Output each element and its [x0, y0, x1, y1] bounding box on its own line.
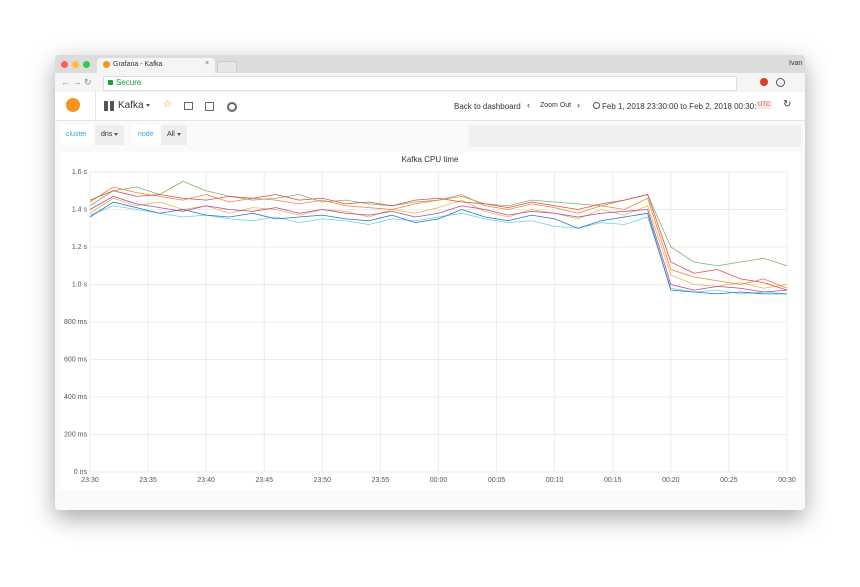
x-tick-label: 00:15	[604, 477, 622, 484]
series-line	[89, 186, 788, 289]
variable-label-box	[60, 125, 92, 145]
extension-icon[interactable]	[776, 78, 785, 87]
nav-buttons[interactable]: ← → ↻	[61, 77, 92, 87]
back-to-dashboard[interactable]: Back to dashboard	[454, 102, 521, 111]
minimize-button[interactable]	[72, 61, 79, 68]
grafana-logo[interactable]	[66, 98, 80, 112]
secure-label: Secure	[116, 78, 142, 87]
user-name: Ivan	[789, 60, 803, 67]
graph-panel: Kafka CPU time 0 ns 200 ms 400 ms 600 ms 800…	[60, 152, 800, 490]
series-line	[89, 195, 788, 293]
variable-value: All	[167, 131, 175, 138]
star-button[interactable]: ☆	[163, 99, 172, 110]
clock-icon	[593, 102, 600, 109]
y-tick-label: 400 ms	[64, 394, 87, 401]
variable-label-box	[132, 125, 160, 145]
x-tick-label: 00:30	[778, 477, 796, 484]
browser-window: Grafana - Kafka × Ivan ← → ↻ Secure Kafk…	[55, 55, 805, 510]
tab[interactable]	[97, 58, 215, 73]
tab-close[interactable]: ×	[205, 60, 210, 67]
dashboard-title[interactable]: Kafka	[118, 100, 150, 111]
series-line	[89, 190, 788, 291]
dashboard-icon	[104, 101, 114, 111]
variables-fill	[469, 125, 801, 147]
settings-button[interactable]	[227, 102, 237, 112]
x-tick-label: 23:50	[314, 477, 332, 484]
panel-title: Kafka CPU time	[402, 155, 459, 164]
x-tick-label: 23:40	[197, 477, 215, 484]
refresh-button[interactable]: ↻	[783, 99, 792, 110]
x-tick-label: 23:45	[255, 477, 273, 484]
x-tick-label: 23:30	[81, 477, 99, 484]
lock-icon	[108, 80, 113, 85]
time-range[interactable]: Feb 1, 2018 23:30:00 to Feb 2, 2018 00:3…	[602, 102, 766, 111]
divider	[95, 92, 96, 120]
x-tick-label: 00:10	[546, 477, 564, 484]
variable-label: node	[138, 131, 154, 138]
url-field[interactable]	[103, 76, 737, 91]
variable-label: cluster	[66, 131, 87, 138]
timezone: UTC	[756, 101, 773, 109]
variable-select[interactable]: All	[161, 125, 187, 145]
new-tab[interactable]	[217, 61, 237, 72]
zoom-prev[interactable]: ‹	[527, 100, 530, 110]
x-tick-label: 00:20	[662, 477, 680, 484]
x-tick-label: 00:00	[430, 477, 448, 484]
maximize-button[interactable]	[83, 61, 90, 68]
tab-title: Grafana - Kafka	[113, 61, 163, 68]
y-tick-label: 1.4 s	[72, 206, 88, 213]
y-tick-label: 1.6 s	[72, 169, 88, 176]
zoom-out[interactable]: Zoom Out	[540, 102, 572, 109]
close-button[interactable]	[61, 61, 68, 68]
series-line	[89, 201, 787, 295]
y-tick-label: 200 ms	[64, 431, 87, 438]
y-tick-label: 1.2 s	[72, 244, 88, 251]
panel-background	[60, 152, 800, 490]
x-tick-label: 00:05	[488, 477, 506, 484]
tab-bar	[55, 55, 805, 73]
grafana-navbar	[55, 92, 805, 121]
tab-icon	[103, 61, 110, 68]
dashboard-name: Kafka	[118, 100, 144, 111]
save-button[interactable]	[205, 102, 214, 111]
x-tick-label: 23:35	[139, 477, 157, 484]
y-tick-label: 1.0 s	[72, 281, 88, 288]
y-tick-label: 0 ns	[74, 469, 88, 476]
extension-icon[interactable]	[760, 78, 768, 86]
x-tick-label: 23:55	[372, 477, 390, 484]
variable-value: dns	[101, 131, 113, 138]
y-tick-label: 600 ms	[64, 356, 87, 363]
x-tick-label: 00:25	[720, 477, 738, 484]
share-button[interactable]	[184, 102, 193, 110]
zoom-next[interactable]: ›	[577, 100, 580, 110]
y-tick-label: 800 ms	[64, 319, 87, 326]
variable-select[interactable]: dns	[95, 125, 125, 145]
